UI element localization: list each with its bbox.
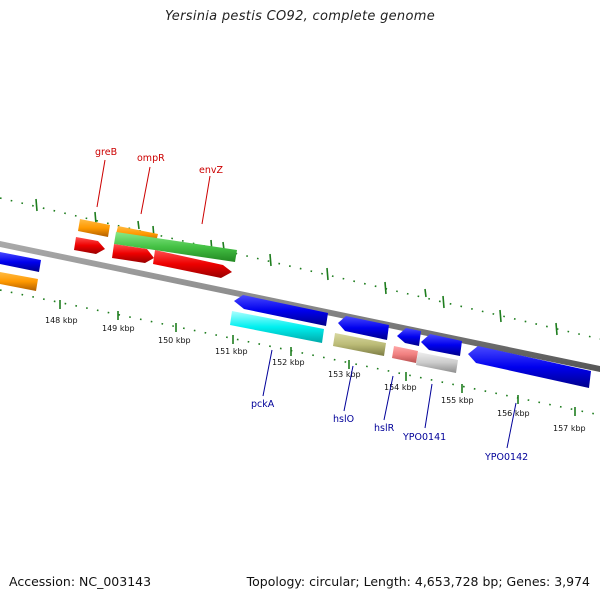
scale-label-154: 154 kbp bbox=[384, 383, 417, 392]
feature-pink-hslR bbox=[392, 346, 418, 363]
label-ompR: ompR bbox=[137, 153, 165, 164]
genome-backbone bbox=[0, 241, 600, 372]
label-leaders bbox=[96, 159, 517, 449]
feature-blue-pckA-upper bbox=[234, 295, 328, 326]
scale-label-155: 155 kbp bbox=[441, 396, 474, 405]
label-pckA: pckA bbox=[251, 399, 275, 410]
genome-summary-text: Topology: circular; Length: 4,653,728 bp… bbox=[246, 574, 590, 589]
feature-blue-hslO-upper bbox=[338, 316, 389, 340]
label-envZ: envZ bbox=[199, 165, 223, 176]
scale-label-149: 149 kbp bbox=[102, 324, 135, 333]
feature-blue-YPO0141-upper bbox=[421, 334, 462, 356]
feature-orange-greB bbox=[78, 219, 110, 237]
feature-blue-YPO0142 bbox=[468, 346, 591, 388]
feature-gray-YPO0141 bbox=[416, 352, 458, 373]
scale-label-151: 151 kbp bbox=[215, 347, 248, 356]
scale-label-148: 148 kbp bbox=[45, 316, 78, 325]
feature-olive-hslO bbox=[333, 333, 386, 356]
forward-features bbox=[0, 219, 237, 291]
accession-text: Accession: NC_003143 bbox=[9, 574, 152, 589]
feature-cyan-pckA bbox=[230, 311, 324, 343]
scale-labels: 148 kbp 149 kbp 150 kbp 151 kbp 152 kbp … bbox=[45, 316, 586, 433]
feature-red-1 bbox=[74, 237, 105, 254]
label-hslR: hslR bbox=[374, 423, 395, 434]
scale-label-153: 153 kbp bbox=[328, 370, 361, 379]
label-YPO0141: YPO0141 bbox=[402, 432, 446, 443]
feature-orange-left bbox=[0, 272, 38, 291]
label-hslO: hslO bbox=[333, 414, 354, 425]
feature-blue-hslR-upper bbox=[397, 328, 421, 346]
label-YPO0142: YPO0142 bbox=[484, 452, 528, 463]
feature-green-envZ bbox=[114, 232, 237, 262]
scale-label-152: 152 kbp bbox=[272, 358, 305, 367]
scale-label-157: 157 kbp bbox=[553, 424, 586, 433]
feature-blue-left bbox=[0, 252, 41, 272]
gene-labels: greB ompR envZ pckA hslO hslR YPO0141 YP… bbox=[95, 147, 528, 463]
feature-red-3 bbox=[153, 250, 232, 278]
feature-red-2 bbox=[112, 244, 154, 263]
scale-label-150: 150 kbp bbox=[158, 336, 191, 345]
scale-label-156: 156 kbp bbox=[497, 409, 530, 418]
reverse-features bbox=[230, 295, 591, 388]
lower-major-ticks bbox=[59, 300, 576, 416]
map-title: Yersinia pestis CO92, complete genome bbox=[164, 9, 435, 24]
upper-tick-ring bbox=[0, 197, 600, 340]
label-greB: greB bbox=[95, 147, 117, 158]
